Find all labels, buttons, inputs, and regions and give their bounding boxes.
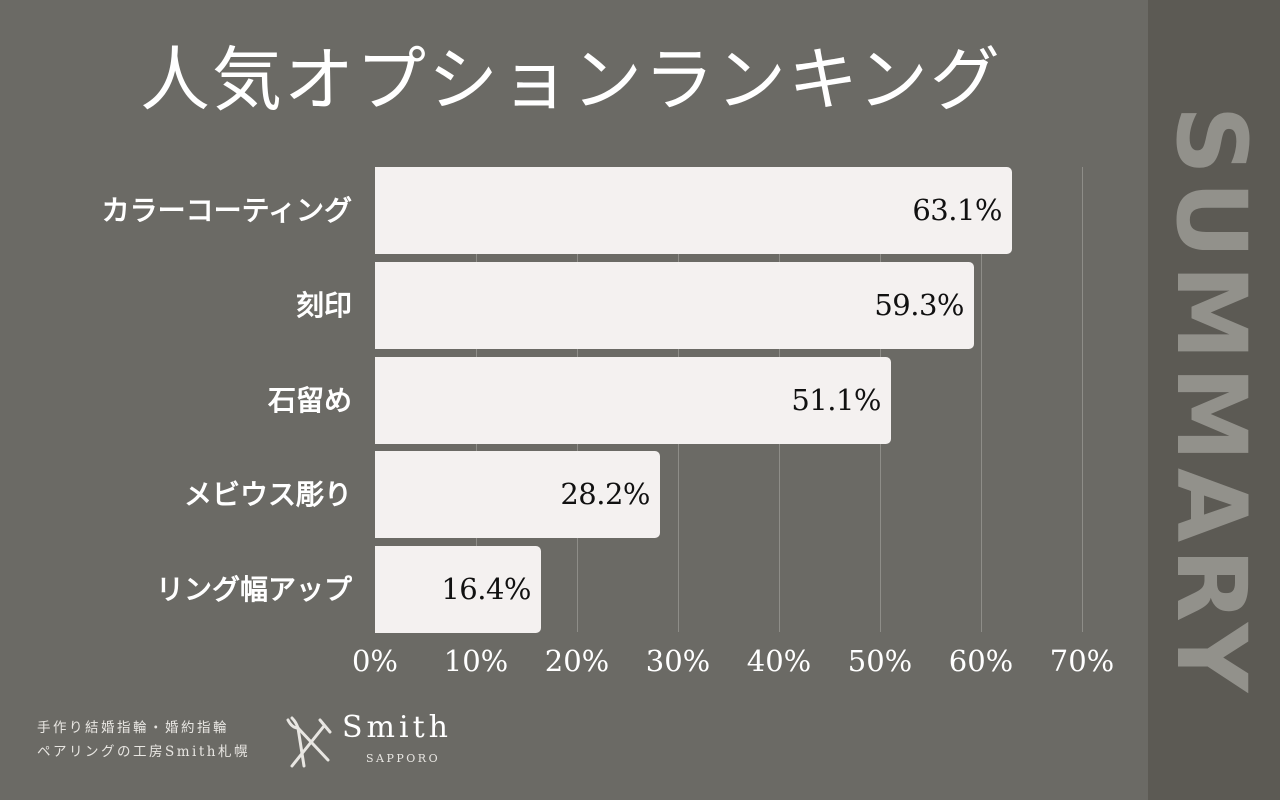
- x-tick-label: 10%: [443, 644, 509, 678]
- x-tick-label: 0%: [351, 644, 398, 678]
- category-label: リング幅アップ: [155, 573, 352, 606]
- logo-subtitle: SAPPORO: [366, 752, 441, 765]
- bar-value-label: 28.2%: [560, 477, 650, 511]
- x-tick-label: 60%: [948, 644, 1014, 678]
- bar: 59.3%: [375, 262, 974, 349]
- bar-value-label: 51.1%: [791, 383, 881, 417]
- x-tick-label: 30%: [645, 644, 711, 678]
- summary-sidebar: [1148, 0, 1280, 800]
- bar-chart-plot-area: 63.1% 59.3% 51.1% 28.2% 16.4%: [375, 167, 1115, 633]
- logo-name: Smith: [342, 710, 452, 745]
- category-label: メビウス彫り: [183, 478, 352, 511]
- bar: 28.2%: [375, 451, 660, 538]
- x-tick-label: 70%: [1049, 644, 1115, 678]
- page-title: 人気オプションランキング: [140, 39, 1002, 121]
- bar-value-label: 63.1%: [912, 193, 1002, 227]
- bar: 63.1%: [375, 167, 1012, 254]
- gridline: [1082, 167, 1083, 632]
- bar-value-label: 16.4%: [441, 572, 531, 606]
- category-label: カラーコーティング: [101, 194, 352, 227]
- bar-value-label: 59.3%: [874, 288, 964, 322]
- x-tick-label: 40%: [746, 644, 812, 678]
- x-tick-label: 50%: [847, 644, 913, 678]
- x-tick-label: 20%: [544, 644, 610, 678]
- category-label: 刻印: [295, 289, 352, 322]
- footer-tagline: 手作り結婚指輪・婚約指輪 ペアリングの工房Smith札幌: [37, 716, 250, 764]
- pliers-hammer-icon: [286, 716, 332, 768]
- gridline: [981, 167, 982, 632]
- bar: 51.1%: [375, 357, 891, 444]
- footer-tagline-line1: 手作り結婚指輪・婚約指輪: [37, 720, 229, 736]
- smith-sapporo-logo: Smith SAPPORO: [284, 710, 464, 774]
- footer-tagline-line2: ペアリングの工房Smith札幌: [37, 744, 250, 760]
- summary-sidebar-label: SUMMARY: [1155, 105, 1267, 699]
- category-label: 石留め: [267, 384, 352, 417]
- bar: 16.4%: [375, 546, 541, 633]
